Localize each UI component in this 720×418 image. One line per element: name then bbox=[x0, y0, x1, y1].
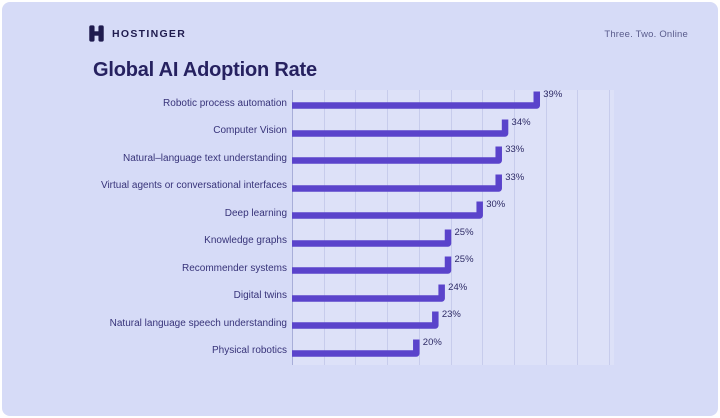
gridline bbox=[450, 90, 452, 365]
bar-area: 25% bbox=[292, 226, 690, 256]
gridline bbox=[482, 90, 484, 365]
value-label: 20% bbox=[422, 336, 442, 348]
hostinger-h-icon bbox=[89, 25, 104, 42]
bar bbox=[292, 91, 541, 109]
gridline bbox=[418, 90, 420, 365]
gridline bbox=[323, 90, 325, 365]
chart-title: Global AI Adoption Rate bbox=[93, 59, 317, 81]
chart-rows: Robotic process automation 39% Computer Vi… bbox=[90, 89, 690, 366]
bar bbox=[292, 174, 502, 192]
brand-tagline: Three. Two. Online bbox=[604, 29, 688, 40]
value-label: 33% bbox=[505, 144, 525, 155]
value-label: 39% bbox=[543, 89, 563, 100]
bar-area: 33% bbox=[292, 171, 690, 201]
bar bbox=[292, 256, 452, 274]
chart-row: Robotic process automation 39% bbox=[90, 89, 690, 118]
brand-name: HOSTINGER bbox=[112, 27, 187, 40]
bar bbox=[292, 146, 502, 164]
gridline bbox=[387, 90, 389, 365]
chart-row: Natural–language text understanding 33% bbox=[90, 144, 690, 173]
category-label: Natural language speech understanding bbox=[109, 317, 287, 329]
chart-row: Knowledge graphs 25% bbox=[90, 226, 690, 256]
bar-area: 20% bbox=[292, 336, 690, 366]
bar bbox=[292, 229, 452, 247]
brand-logo: HOSTINGER bbox=[88, 25, 186, 42]
value-label: 23% bbox=[441, 309, 461, 320]
value-label: 25% bbox=[454, 254, 474, 265]
bar-chart: Robotic process automation 39% Computer Vi… bbox=[90, 89, 690, 366]
chart-row: Deep learning 30% bbox=[90, 199, 690, 228]
bar-area: 33% bbox=[292, 144, 690, 173]
bar bbox=[292, 119, 509, 137]
gridline bbox=[577, 90, 579, 365]
chart-row: Physical robotics 20% bbox=[90, 336, 690, 366]
bar-area: 25% bbox=[292, 254, 690, 283]
gridline bbox=[513, 90, 515, 365]
chart-row: Computer Vision 34% bbox=[90, 116, 690, 146]
category-label: Digital twins bbox=[233, 290, 287, 302]
value-label: 25% bbox=[454, 226, 474, 238]
bar bbox=[292, 339, 420, 357]
value-label: 24% bbox=[448, 281, 468, 293]
chart-row: Virtual agents or conversational interfa… bbox=[90, 171, 690, 201]
bar bbox=[292, 311, 439, 329]
bar-area: 24% bbox=[292, 281, 690, 311]
bar-area: 23% bbox=[292, 309, 690, 338]
y-axis-line bbox=[292, 90, 293, 365]
bar-area: 30% bbox=[292, 199, 690, 228]
category-label: Natural–language text understanding bbox=[122, 152, 287, 164]
category-label: Knowledge graphs bbox=[204, 235, 287, 247]
category-label: Computer Vision bbox=[213, 125, 287, 137]
category-label: Recommender systems bbox=[181, 262, 287, 274]
value-label: 30% bbox=[486, 199, 506, 210]
bar-area: 34% bbox=[292, 116, 690, 146]
category-label: Robotic process automation bbox=[163, 97, 287, 109]
category-label: Physical robotics bbox=[211, 345, 287, 357]
value-label: 34% bbox=[511, 116, 531, 128]
bar-area: 39% bbox=[292, 89, 690, 118]
chart-row: Recommender systems 25% bbox=[90, 254, 690, 283]
bar bbox=[292, 201, 483, 219]
gridline bbox=[609, 90, 610, 365]
category-label: Deep learning bbox=[224, 207, 287, 219]
chart-row: Natural language speech understanding 23% bbox=[90, 309, 690, 338]
value-label: 33% bbox=[505, 171, 525, 183]
chart-row: Digital twins 24% bbox=[90, 281, 690, 311]
gridline bbox=[545, 90, 547, 365]
category-label: Virtual agents or conversational interfa… bbox=[100, 180, 287, 192]
gridline bbox=[355, 90, 357, 365]
gridlines bbox=[292, 90, 622, 365]
bar bbox=[292, 284, 445, 302]
